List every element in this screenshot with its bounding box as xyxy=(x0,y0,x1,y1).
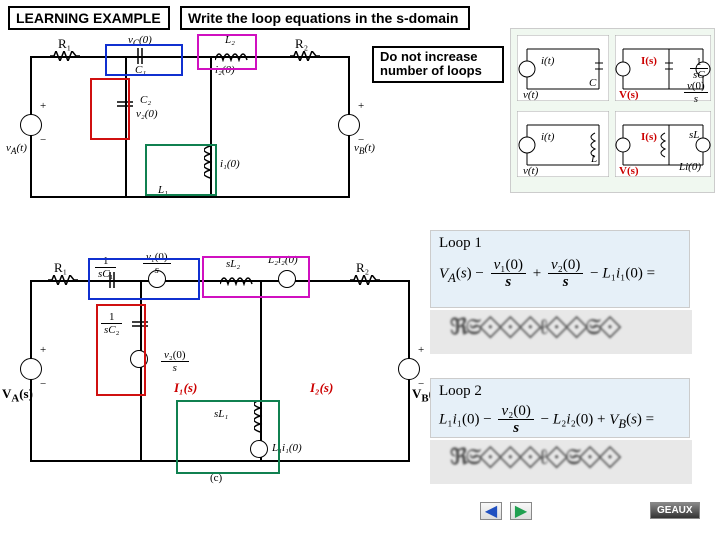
loop2-panel: Loop 2 L₁i₁(0) − v₂(0)s − L₂i₂(0) + VB(s… xyxy=(430,378,690,438)
loop1-panel: Loop 1 VA(s) − v₁(0)s + v₂(0)s − L₁i₁(0)… xyxy=(430,230,690,308)
label-i2: I₂(s) xyxy=(310,380,333,396)
box-green-top xyxy=(145,144,217,196)
label-i1: i₁(0) xyxy=(220,158,240,170)
label-r1-s: R₁ xyxy=(54,260,67,276)
resistor-r1 xyxy=(50,51,80,61)
tr-Vs2: V(s) xyxy=(619,165,639,177)
box-red-top xyxy=(90,78,130,140)
loop1-title: Loop 1 xyxy=(439,235,681,252)
source-vb xyxy=(338,114,360,136)
nav-fwd-button[interactable]: ▶ xyxy=(510,502,532,520)
tr-li0: Li(0) xyxy=(679,161,701,173)
label-r2-s: R₂ xyxy=(356,260,369,276)
resistor-r1-s xyxy=(48,275,78,285)
loop1-eq: VA(s) − v₁(0)s + v₂(0)s − L₁i₁(0) = xyxy=(439,258,681,291)
box-magenta-bot xyxy=(202,256,310,298)
decor2: ℜ𝔖⟐⟐⟐ℓ⟐𝔖⟐⟐ xyxy=(430,440,692,484)
box-magenta-top xyxy=(197,34,257,70)
tr-sc: 1sC xyxy=(687,57,711,81)
box-green-bot xyxy=(176,400,280,474)
source-vas xyxy=(20,358,42,380)
box-red-bot xyxy=(96,304,146,396)
source-va xyxy=(20,114,42,136)
geaux-button[interactable]: GEAUX xyxy=(650,502,700,519)
label-vas-plus: + xyxy=(40,344,46,356)
label-va-minus: − xyxy=(40,134,46,146)
tr-Vs: V(s) xyxy=(619,89,639,101)
tr-it: i(t) xyxy=(541,55,554,67)
loop2-eq: L₁i₁(0) − v₂(0)s − L₂i₂(0) + VB(s) = xyxy=(439,404,681,437)
resistor-r2 xyxy=(290,51,320,61)
label-vc2s: v₂(0)s xyxy=(158,350,192,374)
label-va-plus: + xyxy=(40,100,46,112)
nav-buttons: ◀ ▶ xyxy=(480,502,532,520)
note-box: Do not increase number of loops xyxy=(372,46,504,83)
title-box: LEARNING EXAMPLE xyxy=(8,6,170,30)
label-vc2: v₂(0) xyxy=(136,108,158,120)
label-vb-plus: + xyxy=(358,100,364,112)
label-vb: vB(t) xyxy=(354,142,375,156)
label-r2: R₂ xyxy=(295,36,308,52)
nav-back-button[interactable]: ◀ xyxy=(480,502,502,520)
tr-sl: sL xyxy=(689,129,699,141)
tr-vt2: v(t) xyxy=(523,165,538,177)
box-blue-bot xyxy=(88,258,200,300)
label-c2: C₂ xyxy=(140,94,151,106)
decor1: ℜ𝔖⟐⟐⟐ℓ⟐⟐𝔖⟐ xyxy=(430,310,692,354)
tr-c: C xyxy=(589,77,596,89)
label-va: vA(t) xyxy=(6,142,27,156)
subtitle-box: Write the loop equations in the s-domain xyxy=(180,6,470,30)
label-vas-minus: − xyxy=(40,378,46,390)
label-vbs-plus: + xyxy=(418,344,424,356)
box-blue-top xyxy=(105,44,183,76)
tr-v0s: v(0)s xyxy=(681,81,711,105)
label-r1: R₁ xyxy=(58,36,71,52)
tr-l: L xyxy=(591,153,597,165)
loop2-title: Loop 2 xyxy=(439,383,681,400)
source-vbs xyxy=(398,358,420,380)
tr-Is2: I(s) xyxy=(641,131,657,143)
tr-vt: v(t) xyxy=(523,89,538,101)
transform-panel: i(t) v(t) C I(s) V(s) 1sC v(0)s i(t) v(t… xyxy=(510,28,715,193)
resistor-r2-s xyxy=(350,275,380,285)
label-vas: VA(s) xyxy=(2,386,33,405)
tr-Is: I(s) xyxy=(641,55,657,67)
tr-it2: i(t) xyxy=(541,131,554,143)
label-i1: I₁(s) xyxy=(174,380,197,396)
